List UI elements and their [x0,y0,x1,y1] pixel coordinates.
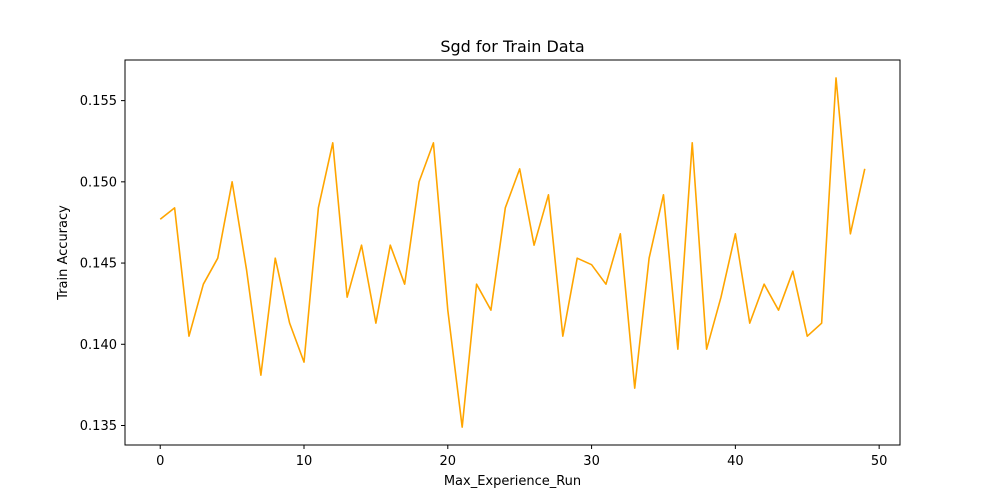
x-tick-label: 30 [583,454,600,469]
series-line-group [159,77,866,428]
x-tick-label: 0 [156,454,164,469]
y-axis-label: Train Accuracy [56,205,71,301]
y-tick-label: 0.135 [80,419,117,434]
x-tick-label: 10 [296,454,313,469]
plot-frame [124,59,901,446]
x-axis-label: Max_Experience_Run [444,474,581,489]
y-tick-label: 0.155 [80,94,117,109]
y-tick-label: 0.140 [80,338,117,353]
x-tick-label: 50 [871,454,888,469]
y-axis: 0.135 0.140 0.145 0.150 0.155 [80,94,125,434]
y-tick-label: 0.145 [80,257,117,272]
series-line [159,77,866,428]
x-axis: 0 10 20 30 40 50 [156,445,887,469]
y-tick-label: 0.150 [80,175,117,190]
chart-title: Sgd for Train Data [440,37,584,56]
x-tick-label: 20 [440,454,457,469]
x-tick-label: 40 [727,454,744,469]
